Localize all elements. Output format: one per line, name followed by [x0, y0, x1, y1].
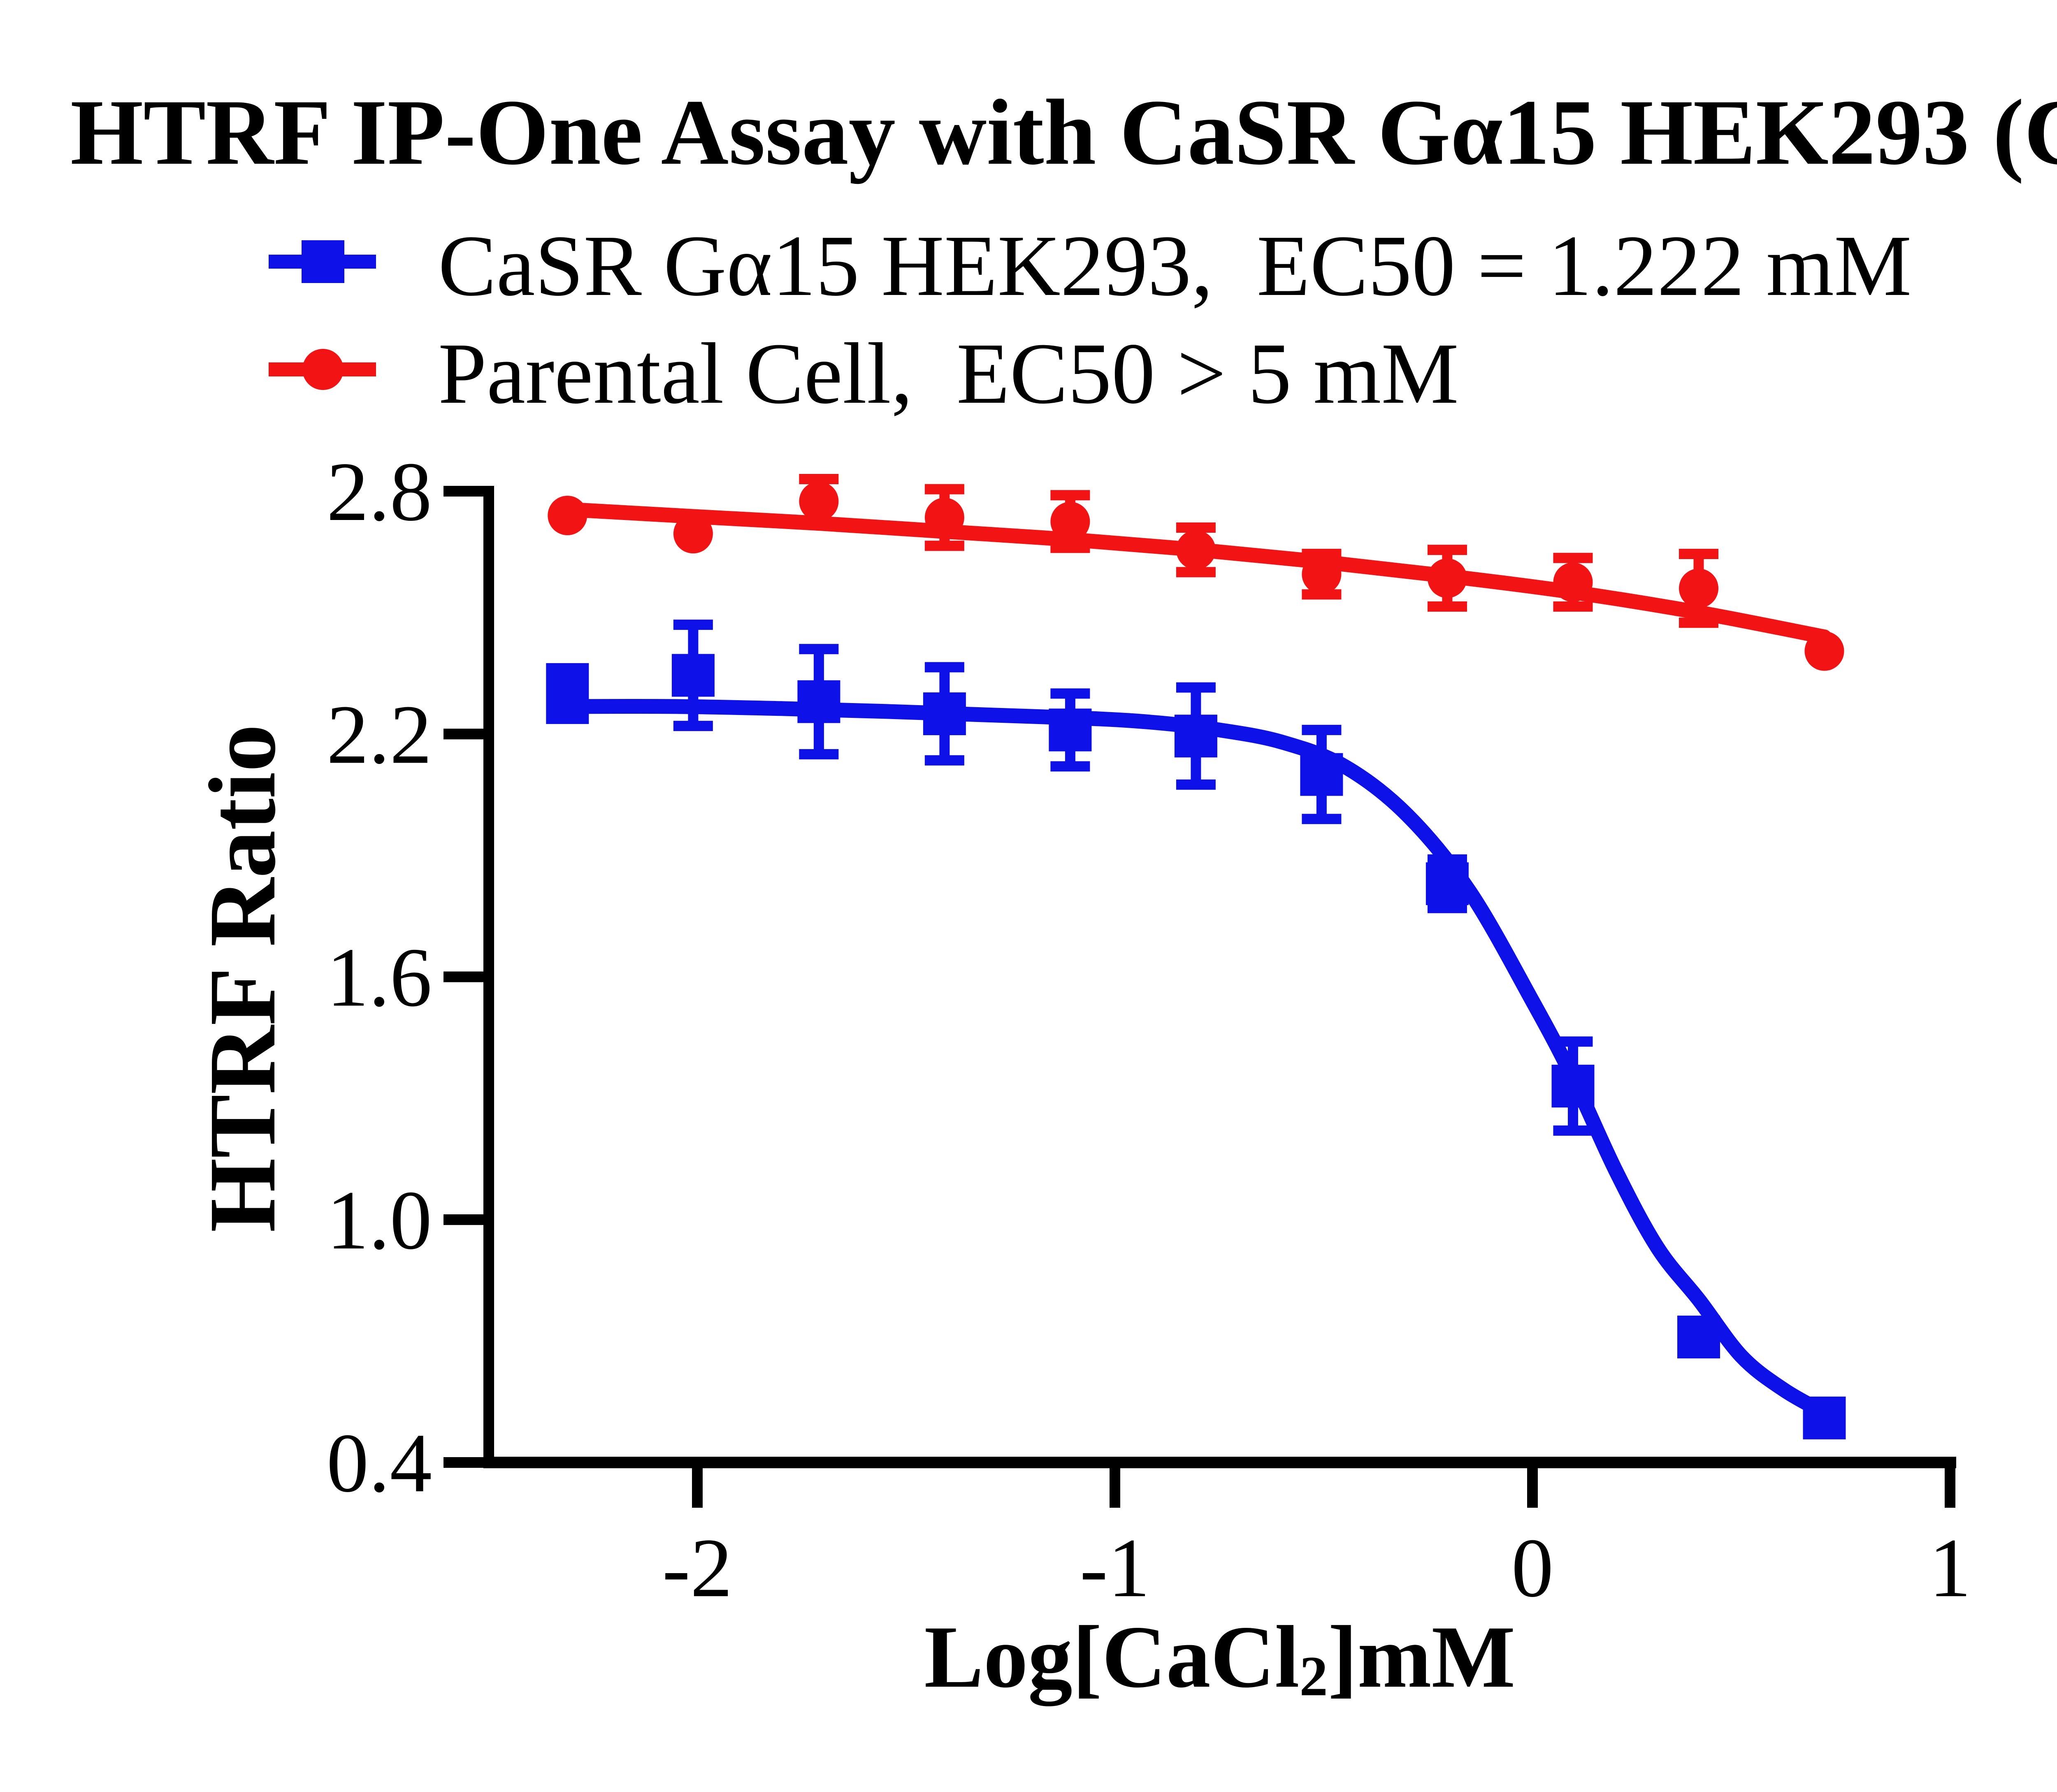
y-tick-label: 2.8 — [327, 445, 432, 539]
legend-square-marker-icon — [302, 240, 344, 283]
x-tick-label: -1 — [1080, 1521, 1150, 1615]
x-axis-title-post: ]mM — [1328, 1608, 1516, 1706]
data-point-circle — [673, 514, 713, 554]
data-point-circle — [1427, 558, 1467, 598]
chart-title: HTRF IP-One Assay with CaSR Gα15 HEK293 … — [70, 81, 2057, 184]
data-point-circle — [799, 481, 839, 521]
y-tick-label: 1.6 — [327, 931, 432, 1024]
data-point-circle — [1302, 554, 1342, 594]
data-point-square — [546, 663, 589, 724]
y-tick-label: 0.4 — [327, 1416, 432, 1510]
data-point-circle — [1176, 530, 1216, 570]
data-point-square — [1426, 862, 1469, 905]
x-tick-label: 0 — [1511, 1521, 1554, 1615]
y-tick-label: 2.2 — [327, 688, 432, 781]
data-point-circle — [1050, 501, 1090, 541]
data-point-square — [1803, 1396, 1846, 1439]
data-point-circle — [924, 497, 964, 537]
legend-circle-marker-icon — [302, 349, 344, 390]
x-axis-title-sub: 2 — [1299, 1644, 1328, 1708]
data-point-square — [1174, 715, 1217, 758]
x-axis-title-pre: Log[CaCl — [924, 1608, 1300, 1706]
legend-label-casr: CaSR Gα15 HEK293, EC50 = 1.222 mM — [438, 217, 1912, 314]
data-point-square — [1049, 708, 1092, 752]
data-point-square — [1677, 1316, 1720, 1358]
data-point-square — [797, 680, 840, 723]
legend-swatch-casr — [269, 240, 376, 283]
y-tick-label: 1.0 — [327, 1174, 432, 1267]
x-tick-label: -2 — [662, 1521, 733, 1615]
data-point-circle — [548, 496, 587, 535]
fit-curve-casr — [560, 699, 1832, 1420]
data-point-circle — [1679, 569, 1718, 608]
data-point-circle — [1553, 562, 1593, 602]
legend-label-parental: Parental Cell, EC50 > 5 mM — [438, 325, 1459, 422]
data-point-square — [671, 654, 715, 697]
data-point-square — [1300, 753, 1343, 796]
x-axis-title: Log[CaCl2]mM — [483, 1613, 1956, 1705]
data-point-square — [1551, 1065, 1595, 1108]
x-tick-label: 1 — [1929, 1521, 1971, 1615]
legend-swatch-parental — [269, 349, 376, 390]
data-point-circle — [1804, 631, 1844, 671]
data-point-square — [923, 692, 966, 736]
